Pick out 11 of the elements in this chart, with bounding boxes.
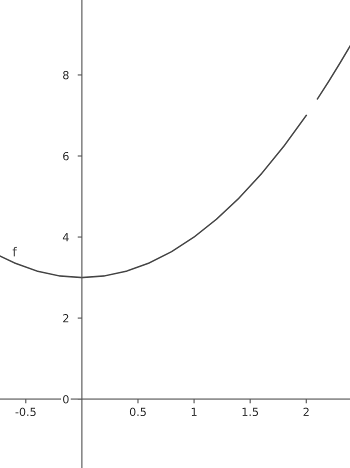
- x-tick-label: 2: [304, 408, 309, 416]
- x-tick-label: 0.5: [130, 408, 146, 416]
- x-tick-label: 1: [192, 408, 197, 416]
- series-label: f: [12, 246, 18, 256]
- x-tick-label: -0.5: [16, 408, 36, 416]
- x-tick-label: 1.5: [242, 408, 258, 416]
- y-tick-label: 8: [63, 70, 69, 80]
- y-tick-label: 4: [62, 233, 69, 242]
- y-tick-label: 6: [63, 152, 69, 160]
- y-tick-label: 0: [63, 395, 69, 404]
- y-tick-label: 2: [63, 314, 68, 322]
